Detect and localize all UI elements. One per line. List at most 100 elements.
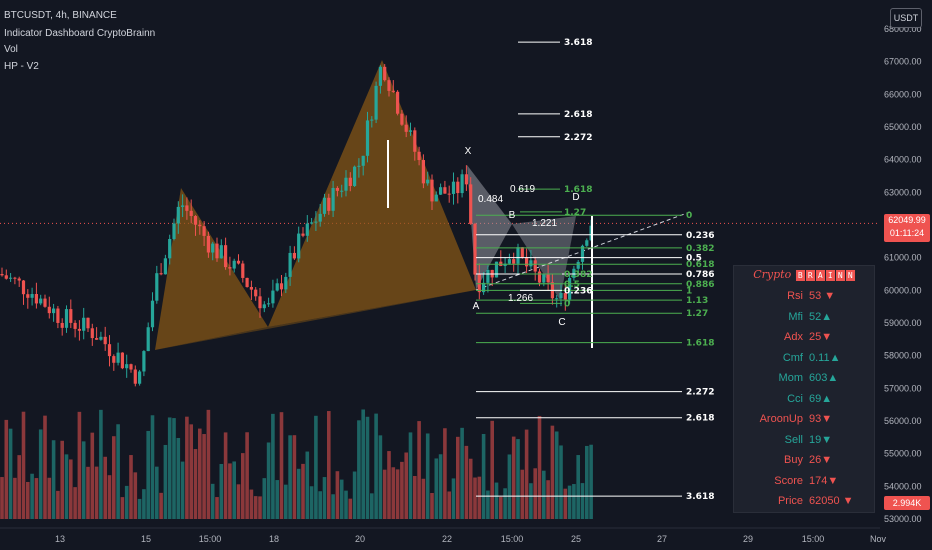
volume-bar [262, 478, 267, 519]
time-tick-label: 15 [141, 534, 151, 544]
volume-bar [473, 477, 477, 519]
candle-body [447, 193, 451, 195]
candle-body [254, 289, 258, 297]
candle-body [533, 260, 537, 272]
price-tick-label: 56000.00 [884, 416, 922, 426]
candle-body [206, 235, 210, 253]
volume-bar [546, 480, 550, 519]
brand-letter: R [805, 270, 815, 281]
candle-body [469, 184, 473, 224]
price-tick-label: 58000.00 [884, 351, 922, 361]
candle-body [271, 290, 275, 304]
volume-bar [271, 413, 275, 519]
time-tick-label: 13 [55, 534, 65, 544]
fib-level-label: 0.618 [686, 260, 714, 270]
price-tick-label: 67000.00 [884, 57, 922, 67]
candle-body [413, 130, 417, 152]
fib-level-label: 2.618 [564, 110, 592, 120]
volume-bar [167, 417, 172, 519]
candle-body [95, 338, 99, 340]
volume-bar [77, 411, 82, 519]
volume-bar [335, 471, 340, 519]
harmonic-ratio-label: 1.221 [532, 218, 557, 229]
price-tick-label: 61000.00 [884, 253, 922, 263]
candle-body [365, 120, 370, 156]
volume-bar [90, 432, 95, 519]
candle-body [4, 275, 8, 279]
volume-bar [202, 434, 206, 519]
candle-body [344, 177, 348, 191]
volume-bar [292, 435, 297, 519]
candle-body [47, 306, 51, 314]
candle-body [0, 274, 4, 276]
candle-body [116, 352, 120, 363]
fib-level-label: 0.886 [686, 280, 714, 290]
candle-body [82, 317, 86, 331]
volume-bar [400, 461, 404, 519]
volume-bar [559, 445, 563, 519]
fib-level-label: 1.27 [686, 309, 708, 319]
volume-bar [112, 436, 116, 519]
vol-indicator-label: Vol [4, 44, 18, 55]
volume-bar [232, 461, 236, 519]
volume-bar [245, 432, 249, 519]
dashboard-row: Rsi 53 ▼ [734, 286, 874, 306]
time-tick-label: Nov [870, 534, 887, 544]
candle-body [555, 298, 559, 300]
pattern-point-label: D [572, 192, 579, 203]
volume-bar [348, 498, 353, 519]
candle-body [159, 273, 163, 275]
candle-body [408, 130, 413, 132]
volume-bar [94, 466, 99, 519]
fib-level-label: 1.618 [686, 339, 714, 349]
volume-bar [51, 440, 56, 519]
price-tick-label: 57000.00 [884, 383, 922, 393]
candle-body [314, 221, 318, 223]
candle-body [155, 273, 159, 301]
candle-body [60, 322, 64, 328]
dashboard-row: Buy 26▼ [734, 450, 874, 470]
candle-body [327, 197, 331, 211]
volume-bar [477, 476, 482, 519]
currency-badge[interactable]: USDT [890, 8, 922, 28]
volume-bar [116, 424, 120, 519]
volume-bar [391, 467, 396, 519]
volume-bar [481, 433, 486, 519]
dashboard-row: Cmf 0.11▲ [734, 348, 874, 368]
candle-body [426, 179, 430, 184]
volume-bar [387, 451, 391, 519]
volume-bar [189, 424, 193, 519]
volume-bar [550, 425, 555, 519]
volume-bar [413, 476, 417, 519]
candle-body [185, 205, 189, 211]
dashboard-row: Mfi 52▲ [734, 307, 874, 327]
time-tick-label: 27 [657, 534, 667, 544]
candle-body [507, 259, 511, 264]
volume-bar [361, 409, 365, 519]
candle-body [464, 174, 468, 185]
fib-level-label: 0.236 [686, 231, 714, 241]
candle-body [374, 85, 378, 120]
indicator-title: Indicator Dashboard CryptoBrainn [4, 28, 156, 39]
candle-body [146, 327, 150, 352]
dashboard-row-name: Score [774, 474, 803, 487]
candle-body [13, 277, 17, 279]
price-tick-label: 65000.00 [884, 122, 922, 132]
volume-bar [4, 419, 9, 519]
dashboard-row-value: 0.11▲ [809, 351, 841, 364]
volume-bar [43, 415, 47, 519]
volume-bar [176, 437, 181, 519]
fib-level-label: 2.272 [686, 388, 714, 398]
candle-body [43, 298, 47, 307]
dashboard-row-name: Mom [778, 372, 803, 384]
volume-bar [417, 421, 421, 519]
dashboard-row: Cci 69▲ [734, 389, 874, 409]
fib-level-label: 1.13 [686, 296, 708, 306]
volume-bar [447, 491, 451, 519]
candle-body [353, 166, 357, 186]
candle-body [391, 90, 395, 92]
volume-bar [576, 455, 580, 519]
volume-bar [0, 477, 4, 519]
pattern-point-label: X [465, 146, 472, 157]
